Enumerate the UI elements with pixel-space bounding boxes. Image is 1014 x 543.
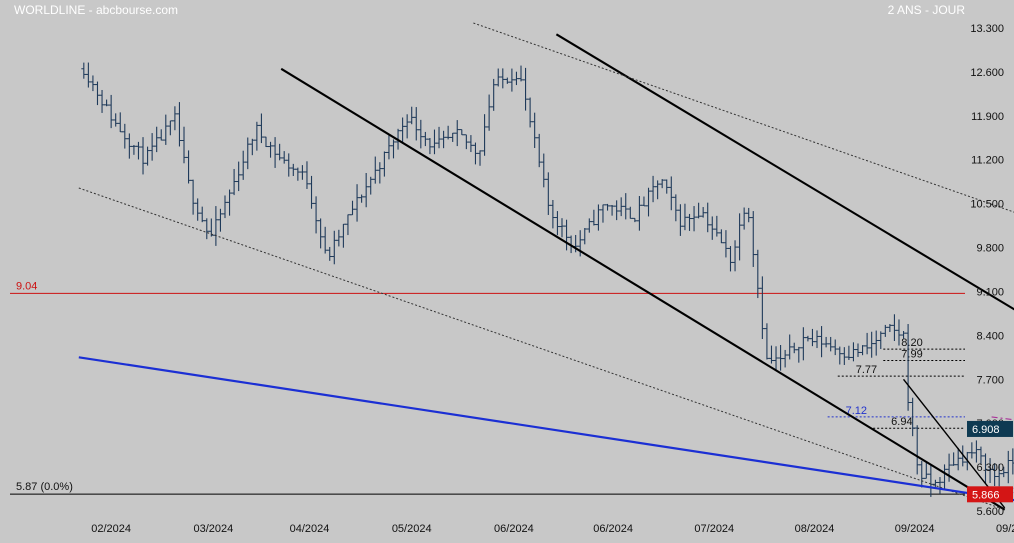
price-tag-label: 5.866 [972,489,1000,501]
retracement-label: 7.77 [856,364,877,376]
x-tick-label: 06/2024 [494,523,534,535]
retracement-label: 8.20 [901,337,922,349]
trend-line-dotted [78,187,1000,509]
x-tick-label: 09/2024 [996,523,1014,535]
price-tag [967,486,1013,503]
level-label: 9.04 [16,280,37,292]
x-tick-label: 08/2024 [795,523,835,535]
trend-line-dotted [473,22,1014,213]
x-tick-label: 02/2024 [91,523,131,535]
chart-title: WORLDLINE - abcbourse.com [14,3,179,17]
retracement-label: 6.94 [891,416,912,428]
y-tick-label: 8.400 [976,330,1004,342]
y-tick-label: 7.700 [976,374,1004,386]
y-tick-label: 9.800 [976,243,1004,255]
price-tag [967,420,1013,437]
y-tick-label: 5.600 [976,506,1004,518]
retracement-label: 7.99 [901,348,922,360]
y-tick-label: 12.600 [970,67,1004,79]
x-tick-label: 09/2024 [895,523,935,535]
y-tick-label: 11.900 [971,111,1004,123]
y-tick-label: 6.300 [976,462,1004,474]
x-tick-label: 05/2024 [392,523,432,535]
x-tick-label: 07/2024 [694,523,734,535]
x-tick-label: 06/2024 [593,523,633,535]
y-tick-label: 9.100 [976,286,1004,298]
retracement-label: 7.12 [846,405,867,417]
level-label: 5.87 (0.0%) [16,481,73,493]
y-tick-label: 10.500 [970,199,1004,211]
y-tick-label: 11.200 [971,155,1004,167]
x-tick-label: 03/2024 [193,523,233,535]
trend-line-black [280,67,1006,511]
chart-period: 2 ANS - JOUR [887,3,965,17]
price-tag-label: 6.908 [972,424,1000,436]
trend-line-black [555,33,1014,311]
trend-line-blue [78,356,1014,502]
x-tick-label: 04/2024 [290,523,330,535]
y-tick-label: 13.300 [970,23,1004,35]
